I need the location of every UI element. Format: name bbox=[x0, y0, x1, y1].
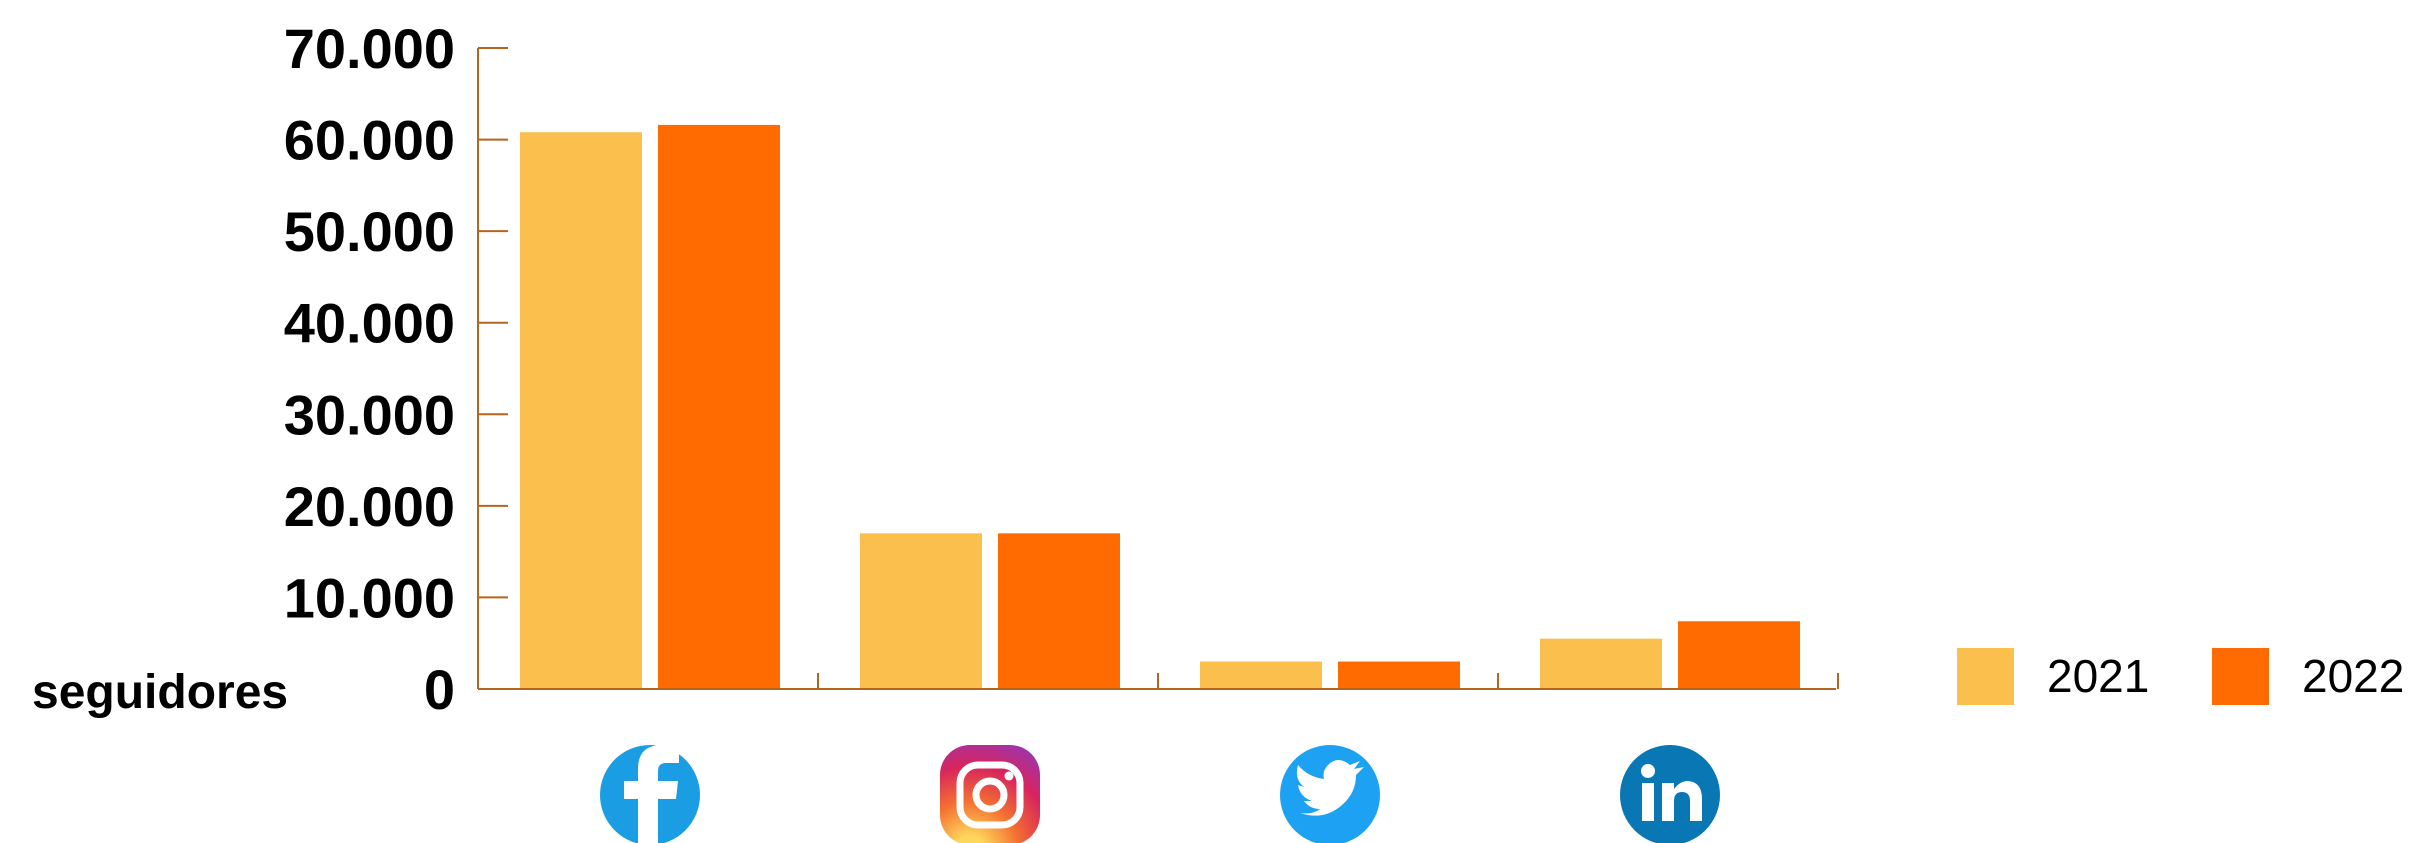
bar-twitter-2022 bbox=[1338, 661, 1460, 689]
y-tick-label: 20.000 bbox=[284, 475, 455, 538]
bar-twitter-2021 bbox=[1200, 661, 1322, 689]
y-axis-ticks: 0 10.000 20.000 30.000 40.000 50.000 60.000 70.… bbox=[284, 17, 508, 721]
twitter-icon bbox=[1280, 745, 1380, 843]
y-tick-label: 70.000 bbox=[284, 17, 455, 80]
y-tick-label: 60.000 bbox=[284, 109, 455, 172]
legend: 2021 2022 bbox=[1957, 648, 2404, 705]
bar-facebook-2022 bbox=[658, 124, 780, 690]
bar-linkedin-2021 bbox=[1540, 638, 1662, 689]
bar-linkedin-2022 bbox=[1678, 621, 1800, 689]
category-icons bbox=[600, 745, 1720, 843]
legend-swatch-2021 bbox=[1957, 648, 2014, 705]
y-tick-label: 40.000 bbox=[284, 292, 455, 355]
bar-instagram-2022 bbox=[998, 533, 1120, 689]
facebook-icon bbox=[600, 745, 700, 843]
y-tick-label: 0 bbox=[424, 658, 455, 721]
legend-label: 2021 bbox=[2047, 650, 2149, 702]
legend-label: 2022 bbox=[2302, 650, 2404, 702]
bar-facebook-2021 bbox=[520, 132, 642, 689]
bar-instagram-2021 bbox=[860, 533, 982, 689]
legend-swatch-2022 bbox=[2212, 648, 2269, 705]
axes bbox=[477, 48, 1839, 690]
linkedin-icon bbox=[1620, 745, 1720, 843]
y-axis-label: seguidores bbox=[32, 666, 288, 719]
bars bbox=[520, 124, 1800, 690]
instagram-icon bbox=[940, 745, 1040, 843]
y-tick-label: 30.000 bbox=[284, 383, 455, 446]
y-tick-label: 10.000 bbox=[284, 566, 455, 629]
y-tick-label: 50.000 bbox=[284, 200, 455, 263]
